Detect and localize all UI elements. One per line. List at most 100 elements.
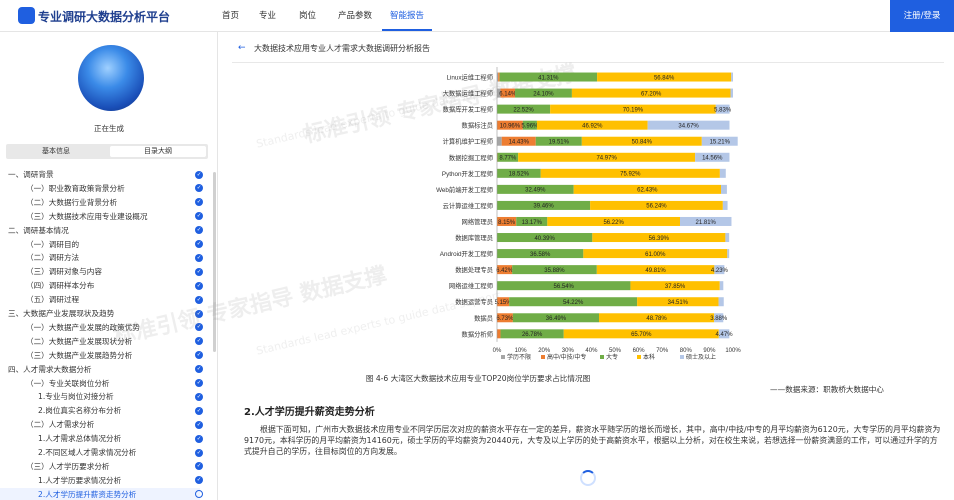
login-register-button[interactable]: 注册/登录 [890, 0, 954, 32]
bar-segment [500, 329, 564, 339]
bar-segment [498, 72, 500, 82]
nav-smart-report[interactable]: 智能报告 [389, 11, 424, 21]
brand-title[interactable]: 专业调研大数据分析平台 [38, 10, 171, 24]
outline-item[interactable]: （一）调研目的 [26, 239, 80, 249]
legend-swatch [680, 355, 684, 359]
x-tick-label: 30% [562, 348, 575, 354]
bar-segment [497, 200, 591, 210]
category-label: 大数据运维工程师 [443, 89, 493, 98]
check-circle-icon: ✓ [195, 253, 203, 262]
bar-segment [522, 120, 537, 130]
data-label: 34.51% [668, 300, 689, 306]
bar-segment [497, 120, 523, 130]
bar-segment [630, 281, 720, 291]
sidebar-scrollbar[interactable] [213, 172, 216, 352]
bar-segment [497, 297, 510, 307]
nav-position[interactable]: 岗位 [298, 11, 316, 21]
bar-segment [497, 249, 584, 259]
data-label: 6.14% [499, 91, 517, 97]
nav-home[interactable]: 首页 [221, 11, 239, 21]
outline-item[interactable]: 2.不同区域人才需求情况分析 [38, 448, 137, 457]
bar-segment [501, 136, 536, 146]
data-label: 13.17% [522, 220, 543, 226]
data-label: 24.10% [533, 91, 554, 97]
check-circle-icon: ✓ [195, 351, 203, 360]
outline-item[interactable]: （三）调研对象与内容 [26, 267, 102, 277]
check-circle-icon: ✓ [195, 295, 203, 304]
tab-basic-info[interactable]: 基本信息 [42, 147, 70, 155]
category-label: 数据处理专员 [455, 265, 493, 274]
bar-segment [718, 297, 724, 307]
bar-segment [721, 184, 727, 194]
data-label: 39.46% [533, 204, 554, 210]
nav-product-params[interactable]: 产品参数 [337, 11, 372, 21]
data-label: 56.84% [654, 75, 675, 81]
outline-item[interactable]: 2.人才学历提升薪资走势分析 [0, 487, 200, 500]
category-label: 网络管理员 [462, 217, 493, 226]
outline-item[interactable]: 四、人才需求大数据分析 [8, 364, 92, 374]
check-circle-icon: ✓ [195, 462, 203, 471]
x-tick-label: 100% [725, 348, 741, 354]
bar-segment [512, 313, 599, 323]
outline-item[interactable]: （一）大数据产业发展的政策优势 [26, 322, 140, 332]
data-label: 26.78% [522, 332, 543, 338]
bar-segment [535, 136, 582, 146]
check-circle-icon: ✓ [195, 379, 203, 387]
data-label: 49.81% [645, 268, 666, 274]
outline-item[interactable]: 二、调研基本情况 [8, 225, 69, 235]
bar-segment [714, 265, 725, 275]
bar-segment [518, 152, 696, 162]
outline-item[interactable]: （四）调研样本分布 [26, 281, 95, 291]
check-circle-icon: ✓ [195, 240, 203, 248]
outline-item[interactable]: 2.岗位真实名称分布分析 [38, 406, 122, 416]
tab-outline[interactable]: 目录大纲 [110, 146, 206, 157]
outline-item[interactable]: （五）调研过程 [26, 295, 80, 305]
back-arrow-icon[interactable]: ← [238, 43, 246, 53]
check-circle-icon: ✓ [195, 476, 203, 485]
bar-segment [536, 120, 648, 130]
x-tick-label: 60% [633, 348, 646, 354]
data-label: 4.47% [716, 332, 734, 338]
bar-segment [727, 249, 730, 259]
data-label: 32.49% [525, 188, 546, 194]
data-label: 70.19% [623, 107, 644, 113]
data-label: 54.22% [563, 300, 584, 306]
outline-item[interactable]: 1.专业与岗位对接分析 [38, 392, 114, 402]
outline-item[interactable]: 一、调研背景 [8, 170, 54, 179]
brand-logo-icon[interactable] [18, 7, 35, 24]
data-label: 50.84% [632, 140, 653, 146]
legend-swatch [501, 355, 505, 359]
outline-item[interactable]: （二）人才需求分析 [26, 420, 95, 430]
bar-segment [637, 297, 719, 307]
outline-item[interactable]: （二）大数据行业背景分析 [26, 197, 118, 207]
data-label: 34.67% [678, 123, 699, 129]
data-label: 56.39% [649, 236, 670, 242]
outline-item[interactable]: （一）职业教育政策背景分析 [26, 183, 125, 193]
data-label: 14.56% [702, 156, 723, 162]
data-label: 14.43% [509, 140, 530, 146]
outline-item[interactable]: （三）大数据产业发展趋势分析 [26, 350, 133, 360]
bar-segment [497, 168, 541, 178]
x-tick-label: 90% [703, 348, 716, 354]
outline-item[interactable]: （三）人才学历要求分析 [26, 461, 110, 471]
bar-segment [497, 313, 513, 323]
figure-caption: 图 4-6 大湾区大数据技术应用专业TOP20岗位学历要求占比情况图 [365, 374, 591, 383]
data-label: 56.54% [554, 284, 575, 290]
outline-item[interactable]: （二）大数据产业发展现状分析 [26, 336, 133, 346]
bar-segment [581, 136, 702, 146]
category-label: 云计算运维工程师 [443, 201, 493, 210]
report-cover-avatar [78, 45, 144, 111]
outline-item[interactable]: 1.人才学历要求情况分析 [38, 475, 122, 485]
outline-item[interactable]: 三、大数据产业发展现状及趋势 [8, 309, 115, 318]
data-label: 35.88% [544, 268, 565, 274]
category-label: Android开发工程师 [440, 249, 493, 258]
outline-item[interactable]: 1.人才需求总体情况分析 [38, 434, 122, 444]
outline-item[interactable]: （二）调研方法 [26, 253, 80, 263]
bar-segment [647, 120, 730, 130]
outline-item[interactable]: （三）大数据技术应用专业建设概况 [26, 211, 148, 221]
nav-major[interactable]: 专业 [258, 11, 276, 21]
check-circle-icon: ✓ [195, 420, 203, 429]
bar-segment [497, 104, 551, 114]
bar-segment [719, 168, 726, 178]
outline-item[interactable]: （一）专业关联岗位分析 [26, 378, 110, 388]
